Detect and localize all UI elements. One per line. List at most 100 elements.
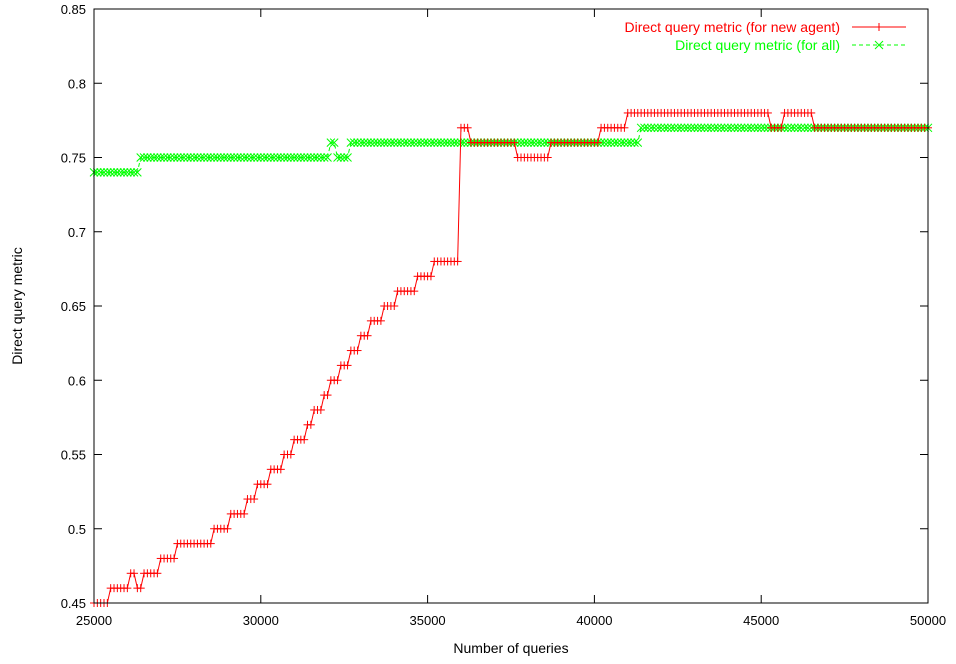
data-point <box>630 138 639 148</box>
data-point <box>676 123 686 133</box>
data-point <box>143 153 152 162</box>
legend: Direct query metric (for new agent) Direc… <box>624 19 906 53</box>
data-point <box>740 123 749 133</box>
y-tick-label: 0.8 <box>68 76 86 91</box>
data-point <box>319 153 329 162</box>
x-tick-label: 25000 <box>76 613 112 628</box>
data-point <box>690 123 699 133</box>
data-point <box>326 138 336 148</box>
data-point <box>179 153 189 162</box>
x-tick-label: 45000 <box>743 613 779 628</box>
data-point <box>760 123 769 133</box>
data-point <box>153 153 162 162</box>
y-axis-label: Direct query metric <box>9 247 25 364</box>
data-point <box>209 153 219 162</box>
data-point <box>169 153 179 162</box>
data-point <box>96 167 106 177</box>
data-point <box>346 138 356 148</box>
legend-marker <box>875 23 883 31</box>
data-point <box>723 123 733 133</box>
data-point <box>253 153 262 162</box>
data-point <box>670 123 679 133</box>
data-point <box>356 138 366 148</box>
data-point <box>286 450 295 459</box>
data-point <box>433 138 442 148</box>
data-point <box>353 138 362 148</box>
data-point <box>266 153 276 162</box>
y-tick-label: 0.5 <box>68 522 86 537</box>
data-point <box>463 123 472 132</box>
data-point <box>720 123 729 133</box>
data-point <box>443 138 452 148</box>
data-point <box>339 153 349 162</box>
data-point <box>256 153 266 162</box>
data-point <box>183 153 192 162</box>
data-point <box>336 153 346 162</box>
y-tick-label: 0.85 <box>61 2 86 17</box>
data-point <box>389 138 399 148</box>
data-point <box>243 153 252 162</box>
data-point <box>329 138 339 148</box>
x-tick-label: 35000 <box>410 613 446 628</box>
data-point <box>650 123 659 133</box>
data-point <box>623 138 633 148</box>
data-point <box>130 569 139 578</box>
data-point <box>403 138 412 148</box>
data-point <box>533 138 543 148</box>
data-point <box>273 153 282 162</box>
data-point <box>633 138 643 148</box>
y-tick-label: 0.55 <box>61 448 86 463</box>
data-point <box>286 153 296 162</box>
y-tick-label: 0.6 <box>68 373 86 388</box>
data-point <box>409 138 419 148</box>
data-point <box>99 167 109 177</box>
data-point <box>316 153 326 162</box>
data-point <box>303 153 312 162</box>
data-point <box>653 123 663 133</box>
data-point <box>189 153 199 162</box>
data-point <box>233 153 242 162</box>
data-point <box>523 138 533 148</box>
data-point <box>626 138 636 148</box>
data-point <box>363 331 372 340</box>
data-point <box>343 361 352 370</box>
x-tick-label: 40000 <box>576 613 612 628</box>
data-point <box>416 138 426 148</box>
data-point <box>279 153 289 162</box>
data-point <box>176 153 186 162</box>
data-point <box>756 123 766 133</box>
data-point <box>359 138 369 148</box>
data-point <box>102 167 112 177</box>
data-point <box>663 123 673 133</box>
data-point <box>700 123 709 133</box>
data-point <box>199 153 209 162</box>
data-point <box>129 167 139 177</box>
data-point <box>203 153 212 162</box>
legend-label: Direct query metric (for all) <box>675 37 840 53</box>
data-point <box>713 123 723 133</box>
data-point <box>170 554 179 563</box>
data-point <box>206 539 215 548</box>
data-point <box>250 495 259 504</box>
data-point <box>136 584 145 593</box>
data-point <box>299 153 309 162</box>
data-point <box>333 376 342 385</box>
data-point <box>710 123 719 133</box>
data-point <box>616 138 626 148</box>
y-tick-label: 0.7 <box>68 225 86 240</box>
data-point <box>610 138 619 148</box>
data-point <box>510 138 519 147</box>
data-point <box>240 509 249 518</box>
data-point <box>206 153 216 162</box>
data-point <box>423 138 432 148</box>
data-point <box>393 138 402 148</box>
data-point <box>159 153 169 162</box>
data-point <box>800 123 809 133</box>
data-point <box>730 123 739 133</box>
data-point <box>446 138 456 148</box>
data-point <box>540 138 549 148</box>
data-point <box>620 138 629 148</box>
data-point <box>309 153 319 162</box>
data-point <box>166 153 176 162</box>
